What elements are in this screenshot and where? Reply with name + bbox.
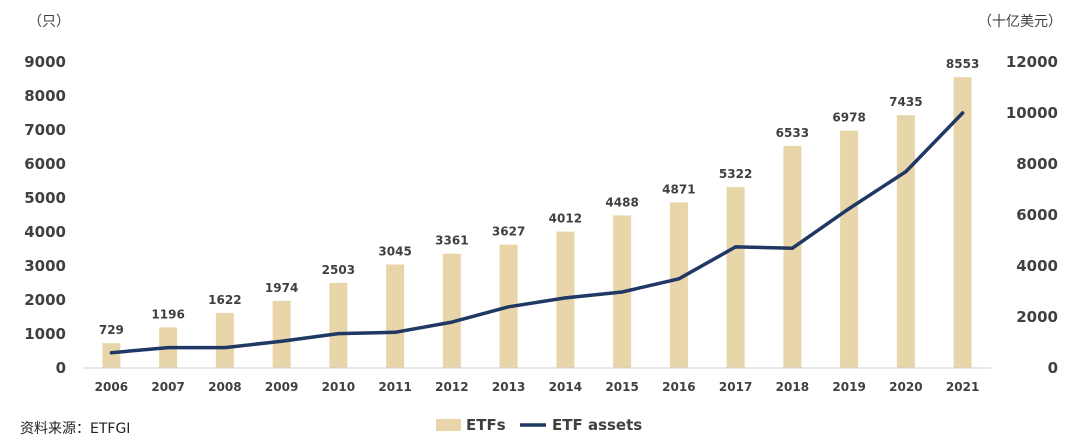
x-axis-tick: 2017 [719,380,752,394]
right-axis-tick: 4000 [1016,257,1058,275]
bar-data-labels: 729 1196 1622 1974 2503 3045 3361 3627 4012 4488 4… [99,57,979,337]
bar-data-label: 6978 [832,111,865,125]
legend: ETFs ETF assets [436,416,642,434]
bar [386,264,405,368]
bar [329,282,348,368]
left-axis: 0 1000 2000 3000 4000 5000 6000 7000 8000 9000 [24,53,66,377]
bar-data-label: 7435 [889,95,922,109]
left-axis-tick: 4000 [24,223,66,241]
bar-data-label: 1196 [151,307,184,321]
left-axis-tick: 9000 [24,53,66,71]
bar-data-label: 4012 [549,212,582,226]
bar [102,343,121,368]
legend-swatch-etfs [436,419,461,431]
etf-assets-line [109,111,965,355]
left-axis-unit: （只） [28,14,70,30]
bar-data-label: 3045 [378,244,411,258]
bar [442,253,461,368]
source-note: 资料来源：ETFGI [20,421,131,437]
legend-label-etf-assets: ETF assets [552,416,642,434]
left-axis-tick: 3000 [24,257,66,275]
x-axis-tick: 2020 [889,380,922,394]
bar-data-label: 3627 [492,225,525,239]
bar-data-label: 6533 [776,126,809,140]
x-axis-tick: 2021 [946,380,979,394]
bar-data-label: 4871 [662,182,695,196]
left-axis-tick: 6000 [24,155,66,173]
x-axis-tick: 2009 [265,380,298,394]
x-axis-tick: 2016 [662,380,695,394]
bar [783,145,802,368]
bar [896,115,915,369]
x-axis-tick: 2019 [832,380,865,394]
left-axis-tick: 2000 [24,291,66,309]
x-axis-tick: 2012 [435,380,468,394]
x-axis-tick: 2015 [605,380,638,394]
x-axis-tick: 2006 [95,380,128,394]
x-axis-tick: 2007 [151,380,184,394]
bar-data-label: 729 [99,323,124,337]
bar [840,130,859,368]
x-axis-tick: 2008 [208,380,241,394]
x-axis-tick: 2014 [549,380,582,394]
bar [215,312,234,368]
bar-data-label: 3361 [435,234,468,248]
bar-data-label: 8553 [946,57,979,71]
bar-data-label: 4488 [605,195,638,209]
bar-data-label: 1622 [208,293,241,307]
x-axis: 2006 2007 2008 2009 2010 2011 2012 2013 2014 2015… [95,380,980,394]
bar-series [102,77,972,369]
left-axis-tick: 8000 [24,87,66,105]
right-axis-unit: （十亿美元） [978,14,1062,30]
bar [953,77,972,368]
left-axis-tick: 1000 [24,325,66,343]
x-axis-tick: 2013 [492,380,525,394]
right-axis-tick: 0 [1048,359,1058,377]
x-axis-tick: 2010 [322,380,355,394]
left-axis-tick: 7000 [24,121,66,139]
right-axis: 0 2000 4000 6000 8000 10000 12000 [1006,53,1058,377]
right-axis-tick: 12000 [1006,53,1058,71]
x-axis-tick: 2018 [776,380,809,394]
legend-label-etfs: ETFs [466,416,506,434]
bar [556,231,575,368]
left-axis-tick: 5000 [24,189,66,207]
bar-data-label: 1974 [265,281,298,295]
bar [726,187,745,368]
right-axis-tick: 6000 [1016,206,1058,224]
left-axis-tick: 0 [56,359,66,377]
bar-data-label: 2503 [322,263,355,277]
bar [272,300,291,368]
right-axis-tick: 2000 [1016,308,1058,326]
right-axis-tick: 10000 [1006,104,1058,122]
right-axis-tick: 8000 [1016,155,1058,173]
bar [669,202,688,368]
x-axis-tick: 2011 [378,380,411,394]
bar-data-label: 5322 [719,167,752,181]
